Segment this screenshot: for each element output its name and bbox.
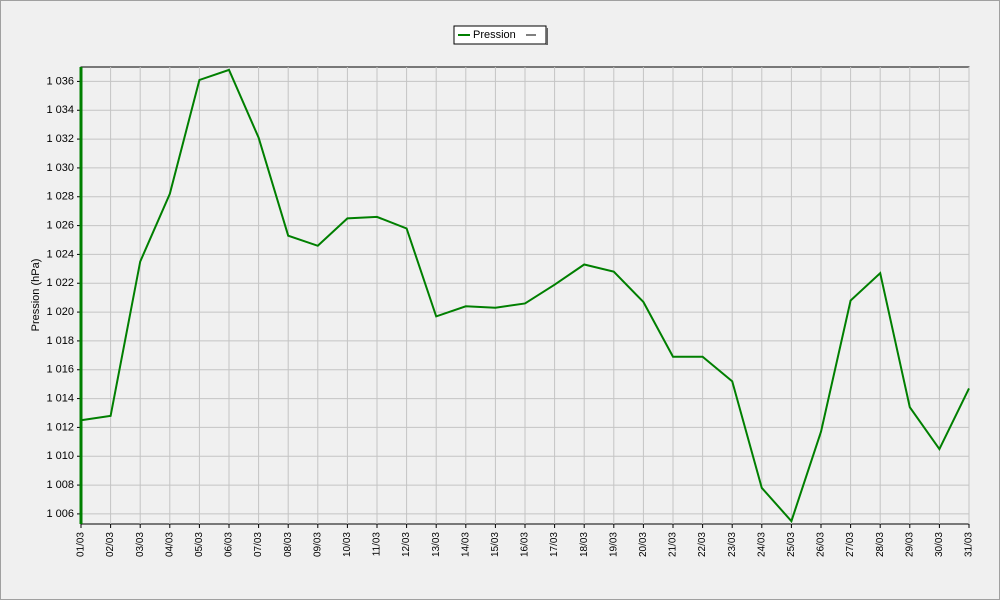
y-tick-label: 1 006: [46, 508, 74, 520]
y-tick-label: 1 012: [46, 421, 74, 433]
y-tick-label: 1 020: [46, 306, 74, 318]
x-tick-label: 10/03: [342, 532, 353, 557]
x-tick-label: 05/03: [194, 532, 205, 557]
x-tick-label: 30/03: [934, 532, 945, 557]
x-tick-label: 11/03: [372, 532, 383, 557]
x-tick-label: 06/03: [224, 532, 235, 557]
x-tick-label: 24/03: [756, 532, 767, 557]
legend: Pression: [453, 25, 548, 45]
x-tick-label: 08/03: [283, 532, 294, 557]
x-tick-label: 31/03: [964, 532, 975, 557]
y-axis-label: Pression (hPa): [30, 259, 42, 332]
x-tick-label: 27/03: [845, 532, 856, 557]
x-tick-label: 19/03: [608, 532, 619, 557]
x-tick-label: 14/03: [460, 532, 471, 557]
x-tick-label: 17/03: [549, 532, 560, 557]
y-tick-label: 1 008: [46, 479, 74, 491]
y-tick-label: 1 032: [46, 133, 74, 145]
y-tick-label: 1 024: [46, 248, 74, 260]
x-tick-label: 18/03: [579, 532, 590, 557]
y-tick-label: 1 026: [46, 219, 74, 231]
y-tick-label: 1 014: [46, 392, 74, 404]
y-tick-label: 1 028: [46, 191, 74, 203]
x-tick-label: 01/03: [76, 532, 87, 557]
x-tick-label: 12/03: [401, 532, 412, 557]
x-tick-label: 16/03: [520, 532, 531, 557]
line-series: [80, 68, 970, 524]
y-tick-label: 1 036: [46, 75, 74, 87]
x-tick-label: 29/03: [904, 532, 915, 557]
x-tick-label: 21/03: [668, 532, 679, 557]
legend-label: Pression: [473, 29, 516, 41]
y-tick-label: 1 018: [46, 335, 74, 347]
y-tick-label: 1 030: [46, 162, 74, 174]
y-tick-label: 1 010: [46, 450, 74, 462]
x-tick-label: 02/03: [105, 532, 116, 557]
y-tick-label: 1 034: [46, 104, 74, 116]
x-tick-label: 20/03: [638, 532, 649, 557]
x-tick-label: 04/03: [164, 532, 175, 557]
x-tick-label: 26/03: [816, 532, 827, 557]
x-tick-label: 28/03: [875, 532, 886, 557]
x-tick-label: 23/03: [727, 532, 738, 557]
y-tick-label: 1 022: [46, 277, 74, 289]
x-tick-label: 22/03: [697, 532, 708, 557]
y-tick-label: 1 016: [46, 364, 74, 376]
x-tick-label: 25/03: [786, 532, 797, 557]
x-tick-label: 09/03: [312, 532, 323, 557]
x-tick-label: 15/03: [490, 532, 501, 557]
x-tick-label: 03/03: [135, 532, 146, 557]
x-tick-label: 13/03: [431, 532, 442, 557]
x-tick-label: 07/03: [253, 532, 264, 557]
